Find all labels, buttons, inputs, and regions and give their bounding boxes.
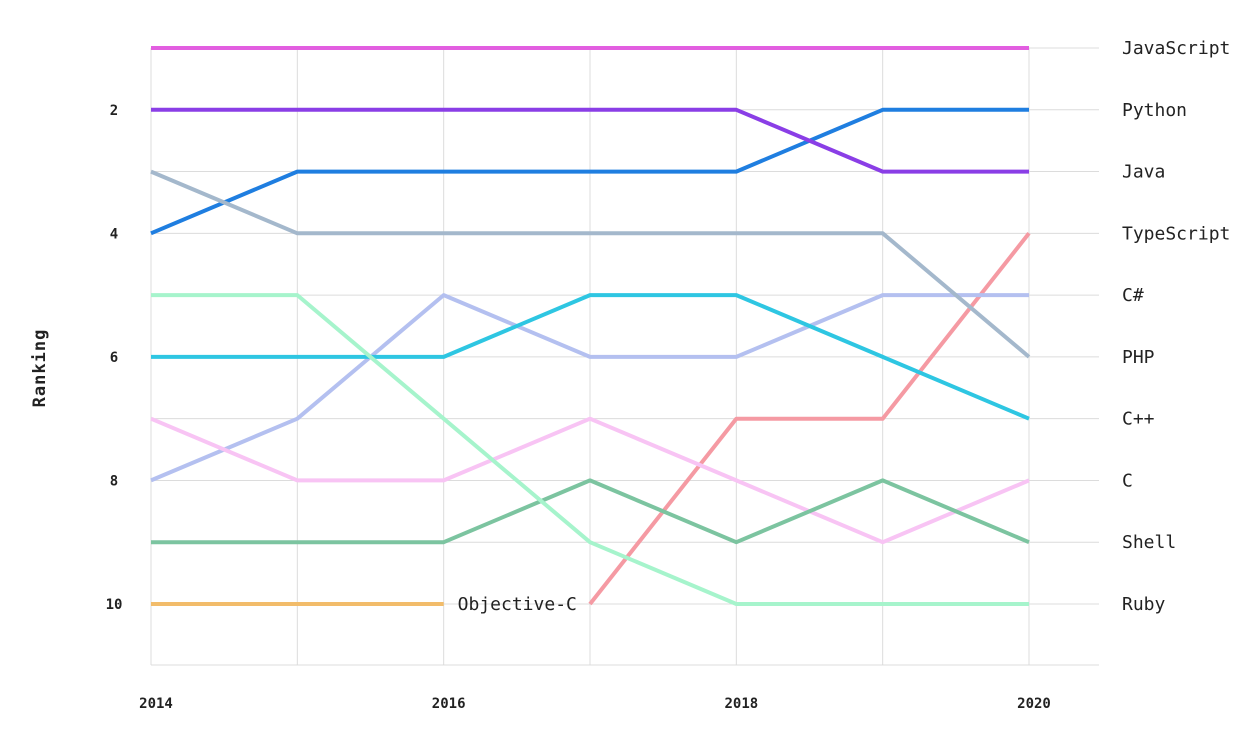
series-line-php [150, 169, 1031, 359]
y-axis-label: Ranking [30, 329, 50, 408]
axes: Ranking 2 4 6 8 10 2014 2016 2018 2020 [30, 103, 1051, 712]
series-lines [150, 46, 1031, 606]
series-label: Objective-C [458, 594, 577, 615]
series-label: Python [1122, 100, 1187, 121]
series-line-shell [151, 478, 1030, 545]
series-label: TypeScript [1122, 223, 1230, 244]
series-label: Java [1122, 162, 1165, 183]
y-tick-label: 2 [110, 103, 118, 119]
series-line-ruby [151, 293, 1029, 606]
series-line-java [151, 107, 1029, 174]
series-label: C [1122, 470, 1133, 491]
y-tick-label: 6 [110, 350, 118, 366]
series-label: Shell [1122, 532, 1176, 553]
series-line-python [150, 107, 1029, 236]
series-label: C++ [1122, 409, 1155, 430]
series-label: PHP [1122, 347, 1155, 368]
series-label: Ruby [1122, 594, 1166, 615]
x-tick-label: 2016 [432, 696, 466, 712]
series-label: JavaScript [1122, 38, 1230, 59]
x-tick-label: 2020 [1017, 696, 1051, 712]
series-line-c [150, 416, 1030, 545]
y-tick-label: 8 [110, 473, 118, 489]
y-tick-label: 4 [110, 226, 118, 242]
series-labels: JavaScript Python Java TypeScript C# PHP C++ C S… [458, 38, 1231, 615]
series-label: C# [1122, 285, 1144, 306]
x-tick-label: 2018 [724, 696, 758, 712]
series-line-c- [150, 293, 1029, 483]
series-line-c- [151, 293, 1030, 421]
x-tick-label: 2014 [139, 696, 173, 712]
y-tick-label: 10 [106, 597, 123, 613]
